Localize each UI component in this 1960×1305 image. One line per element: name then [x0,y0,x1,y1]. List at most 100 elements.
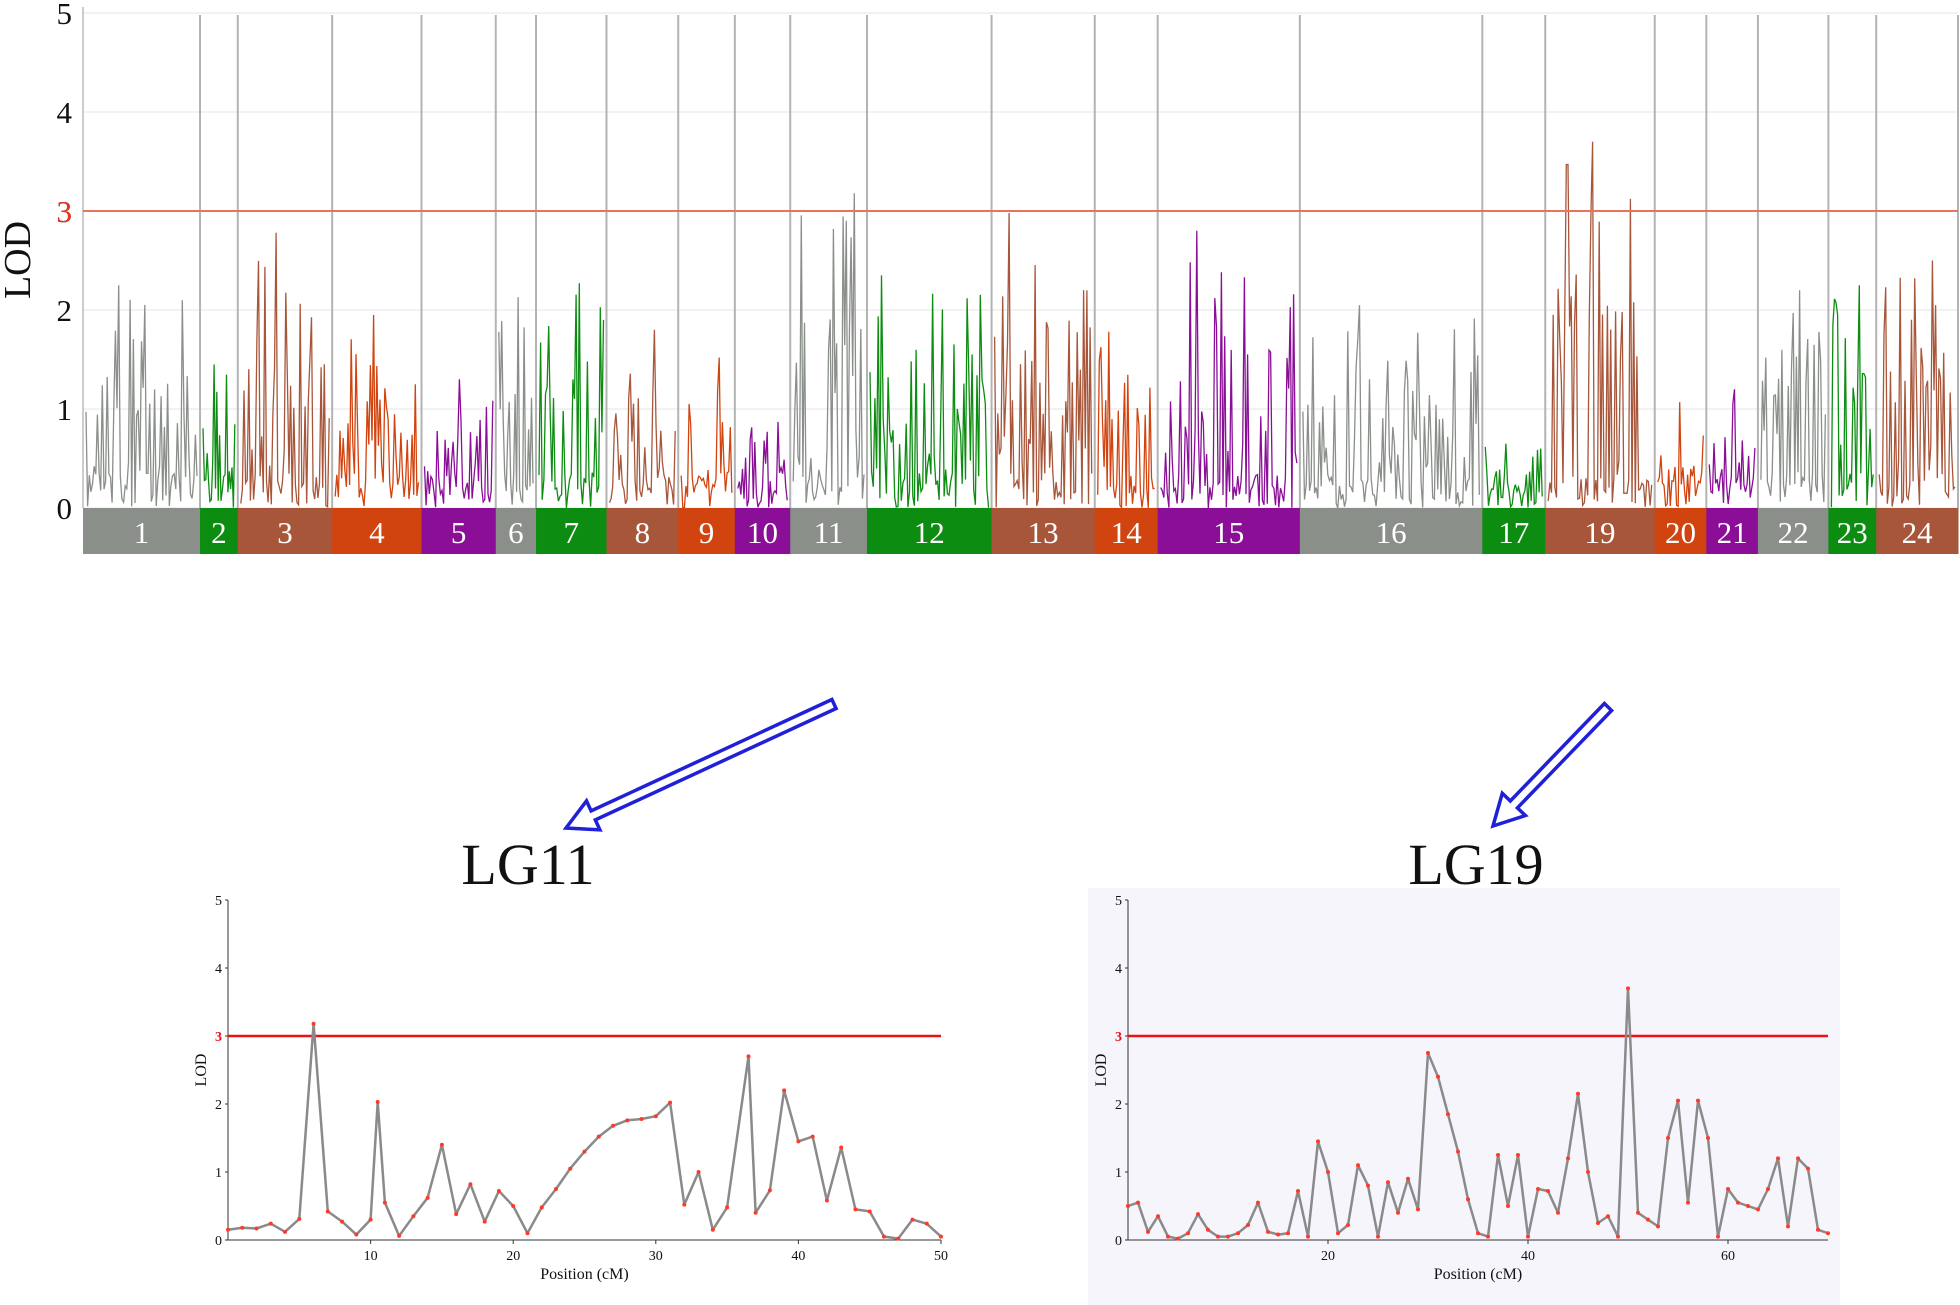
subchart-x-tick: 20 [1321,1249,1335,1264]
linkage-group-band-23 [1828,508,1877,554]
subchart-marker-point [1746,1204,1750,1208]
subchart-marker-point [682,1202,687,1207]
lod-trace-lg6 [498,297,534,505]
subchart-marker-point [1706,1136,1710,1140]
subchart-marker-point [1336,1231,1340,1236]
subchart-marker-point [1226,1234,1230,1239]
linkage-group-label: 13 [1028,515,1059,550]
subchart-y-tick: 5 [215,894,222,909]
subchart-marker-point [1716,1234,1720,1239]
subchart-marker-point [881,1234,886,1239]
linkage-group-band-13 [991,508,1096,554]
subchart-marker-point [454,1212,459,1217]
subchart-marker-point [839,1145,844,1150]
subchart-marker-point [482,1219,487,1224]
lod-trace-lg20 [1657,402,1704,508]
lod-trace-lg5 [423,379,494,508]
subchart-marker-point [1656,1224,1660,1229]
y-tick-label: 5 [57,0,73,31]
subchart-marker-point [1406,1176,1410,1181]
lod-trace-lg19 [1547,141,1653,508]
linkage-group-band-5 [421,508,497,554]
subchart-marker-point [1576,1091,1580,1096]
subchart-marker-point [1396,1210,1400,1215]
linkage-group-band-15 [1157,508,1301,554]
subchart-marker-point [1456,1149,1460,1154]
subchart-x-tick: 40 [791,1249,805,1264]
subchart-marker-point [1296,1189,1300,1194]
linkage-group-band-20 [1654,508,1707,554]
lod-trace-lg10 [737,421,788,508]
subchart-marker-point [1136,1200,1140,1205]
subchart-marker-point [539,1205,544,1210]
subchart-marker-point [767,1188,772,1193]
subchart-marker-point [1426,1051,1430,1055]
lg19-subchart: LG19 0 1 2 3 4 5 20 40 60 Position (cM) LOD [1093,832,1830,1283]
subchart-y-tick: 1 [1115,1166,1122,1181]
subchart-marker-point [1526,1234,1530,1239]
subchart-y-tick: 4 [1115,962,1122,977]
linkage-group-label: 15 [1213,515,1244,550]
subchart-marker-point [1666,1136,1670,1140]
subchart-marker-point [568,1166,573,1171]
subchart-marker-point [439,1142,444,1147]
linkage-group-label: 12 [914,515,945,550]
linkage-group-label: 2 [211,515,227,550]
subchart-marker-point [268,1221,273,1226]
subchart-marker-point [1606,1214,1610,1219]
subchart-marker-point [725,1205,730,1210]
arrow-to-lg11 [562,697,839,832]
subchart-marker-point [1616,1234,1620,1239]
linkage-group-label: 21 [1717,515,1748,550]
linkage-group-band-11 [790,508,868,554]
subchart-y-tick: 1 [215,1166,222,1181]
subchart-marker-point [1676,1098,1680,1103]
lg11-subchart: LG11 0 1 2 3 4 5 10 20 30 40 50 Position (cM) LOD [193,832,948,1283]
subchart-marker-point [1256,1200,1260,1205]
subchart-marker-point [1216,1234,1220,1239]
lod-trace-lg13 [993,212,1093,508]
subchart-marker-point [753,1210,758,1215]
subchart-marker-point [1416,1207,1420,1212]
subchart-marker-point [1796,1156,1800,1161]
linkage-group-label: 5 [451,515,467,550]
lod-trace-lg22 [1760,290,1827,503]
subchart-x-tick: 30 [649,1249,663,1264]
linkage-group-band-6 [495,508,537,554]
subchart-marker-point [696,1170,701,1174]
subchart-marker-point [867,1209,872,1214]
subchart-marker-point [1326,1170,1330,1174]
subchart-marker-point [611,1123,616,1128]
subchart-marker-point [1386,1180,1390,1185]
subchart-marker-point [525,1231,530,1236]
subchart-marker-point [1186,1231,1190,1236]
subchart-marker-point [283,1229,288,1234]
linkage-group-label: 20 [1665,515,1696,550]
subchart-y-tick: 0 [215,1234,222,1249]
subchart-marker-point [1756,1207,1760,1212]
linkage-group-band-8 [606,508,679,554]
subchart-lod-line [1127,987,1829,1240]
lod-trace-lg1 [85,285,198,507]
subchart-marker-point [1346,1223,1350,1228]
linkage-group-band-19 [1545,508,1656,554]
y-tick-label: 1 [57,392,73,427]
subchart-y-tick: 0 [1115,1234,1122,1249]
linkage-group-band-22 [1757,508,1829,554]
lod-trace-lg14 [1097,331,1155,510]
lod-trace-lg21 [1708,389,1756,505]
subchart-marker-point [1506,1204,1510,1208]
subchart-marker-point [1156,1214,1160,1219]
linkage-group-band-1 [83,508,201,554]
subchart-marker-point [411,1214,416,1219]
subchart-marker-point [824,1198,829,1203]
linkage-group-label: 16 [1376,515,1407,550]
lod-trace-lg15 [1160,230,1298,509]
linkage-group-label: 22 [1778,515,1809,550]
subchart-marker-point [1726,1187,1730,1191]
linkage-group-label: 10 [747,515,778,550]
linkage-group-band-24 [1876,508,1959,554]
subchart-marker-point [896,1236,901,1241]
lg19-panel-background [1088,888,1840,1305]
